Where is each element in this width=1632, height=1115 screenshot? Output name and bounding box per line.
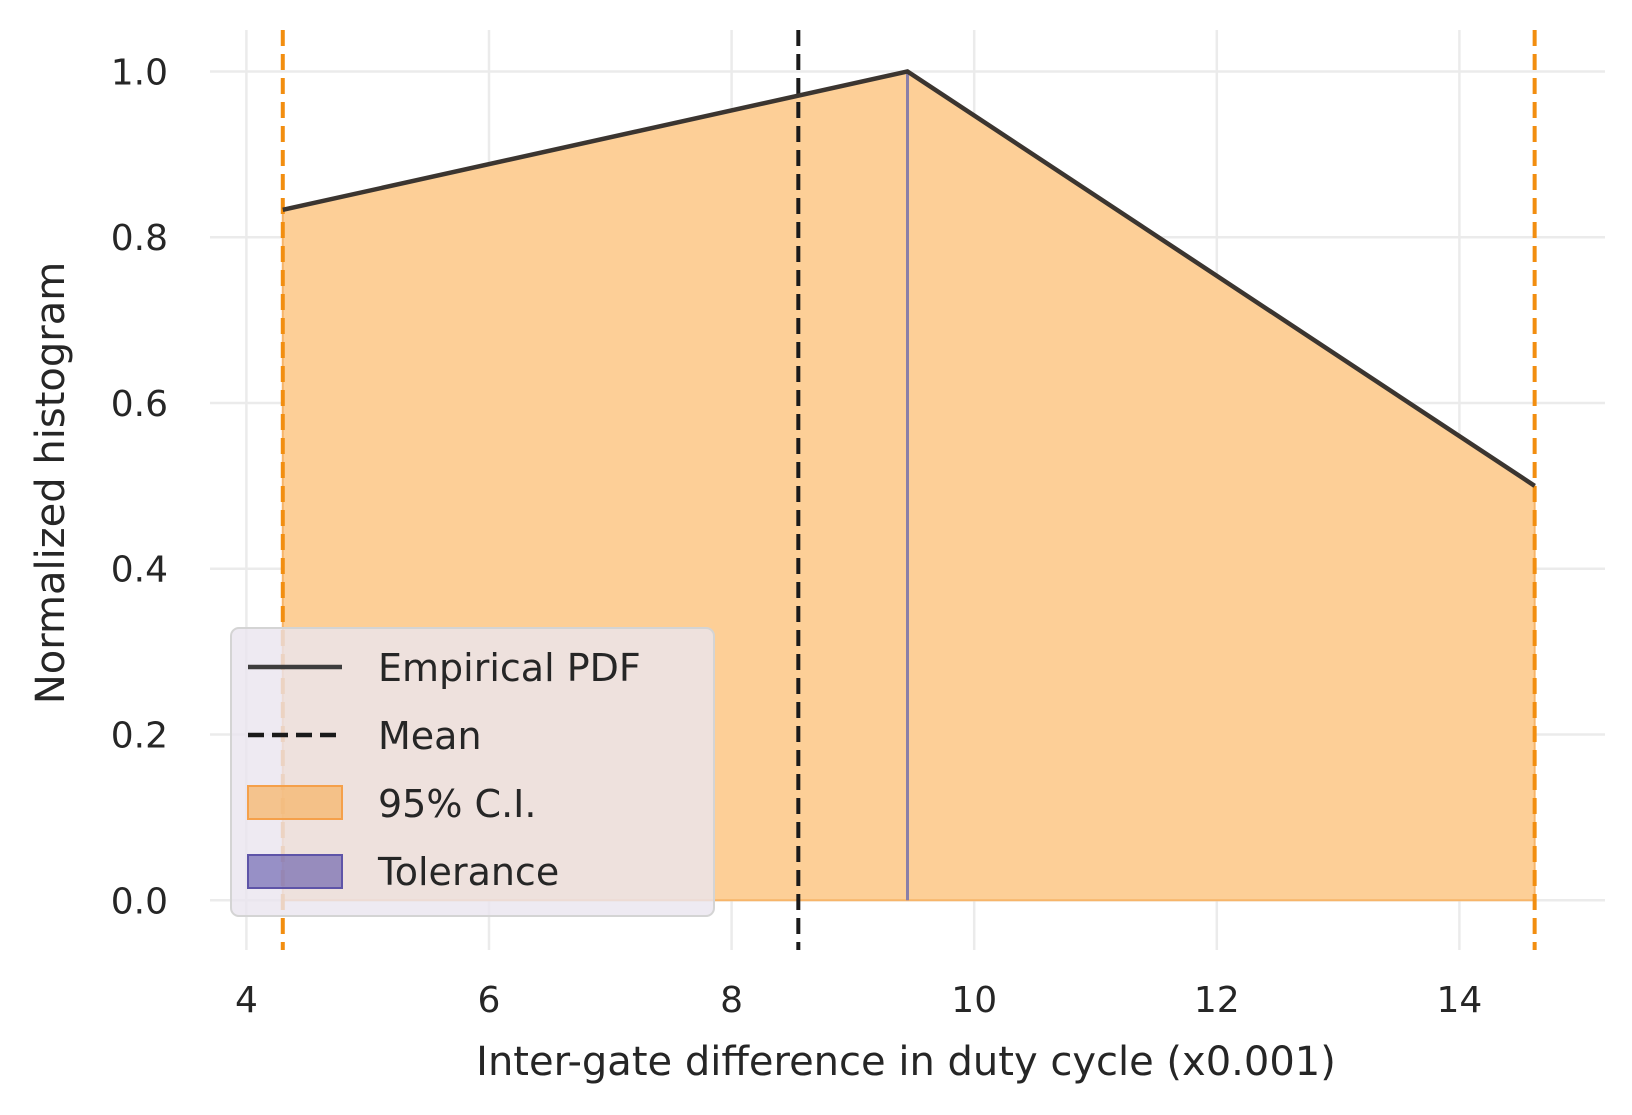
y-tick-label: 0.4 (111, 550, 168, 591)
y-tick-label: 0.2 (111, 716, 168, 757)
legend-label-mean: Mean (378, 714, 482, 758)
empirical-pdf-line (282, 69, 1536, 488)
y-tick-labels: 0.0 0.2 0.4 0.6 0.8 1.0 (111, 52, 168, 922)
x-axis-label: Inter-gate difference in duty cycle (x0.… (476, 1039, 1336, 1085)
legend-label-tolerance: Tolerance (377, 850, 559, 894)
legend-label-ci: 95% C.I. (378, 782, 536, 826)
x-tick-label: 12 (1194, 980, 1240, 1021)
legend: Empirical PDF Mean 95% C.I. Tolerance (230, 627, 715, 917)
legend-swatch-ci (247, 785, 343, 820)
legend-box (230, 627, 715, 917)
x-tick-label: 6 (478, 980, 501, 1021)
y-axis-label: Normalized histogram (28, 262, 74, 704)
lines-layer (280, 30, 1537, 950)
x-tick-label: 14 (1437, 980, 1483, 1021)
y-tick-label: 0.0 (111, 881, 168, 922)
y-tick-label: 0.8 (111, 218, 168, 259)
legend-label-empirical-pdf: Empirical PDF (378, 646, 641, 690)
x-tick-label: 10 (951, 980, 997, 1021)
y-tick-label: 0.6 (111, 384, 168, 425)
x-tick-label: 8 (720, 980, 743, 1021)
y-tick-label: 1.0 (111, 52, 168, 93)
x-tick-label: 4 (235, 980, 258, 1021)
x-tick-labels: 4 6 8 10 12 14 (235, 980, 1482, 1021)
legend-swatch-tolerance (247, 854, 343, 889)
